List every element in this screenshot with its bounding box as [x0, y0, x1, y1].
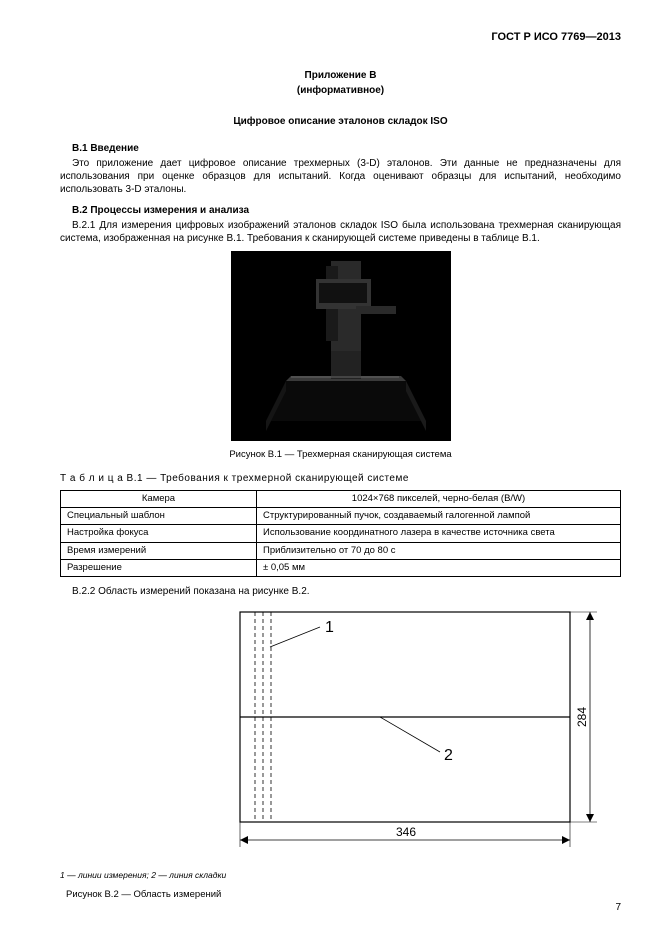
scanner-image: [231, 251, 451, 441]
paragraph-b1: Это приложение дает цифровое описание тр…: [60, 157, 621, 196]
callout-2: 2: [444, 747, 453, 764]
requirements-table: Камера 1024×768 пикселей, черно-белая (B…: [60, 490, 621, 578]
dim-height: 284: [575, 707, 589, 727]
callout-1: 1: [325, 619, 334, 636]
figure-b1: [60, 251, 621, 445]
table-b1-title: Т а б л и ц а В.1 — Требования к трехмер…: [60, 472, 621, 485]
paragraph-b22: В.2.2 Область измерений показана на рису…: [60, 585, 621, 598]
heading-b2: В.2 Процессы измерения и анализа: [72, 204, 621, 217]
table-head-right: 1024×768 пикселей, черно-белая (B/W): [257, 490, 621, 507]
table-row: Настройка фокуса Использование координат…: [61, 525, 621, 542]
figure-b2: 1 2 346 284 1 — линии измерения; 2 — лин…: [60, 602, 621, 901]
annex-label: Приложение В: [60, 69, 621, 82]
table-head-left: Камера: [61, 490, 257, 507]
table-row: Разрешение ± 0,05 мм: [61, 560, 621, 577]
table-row: Специальный шаблон Структурированный пуч…: [61, 507, 621, 524]
figure-b2-caption: Рисунок В.2 — Область измерений: [66, 889, 621, 901]
heading-b1: В.1 Введение: [72, 142, 621, 155]
dim-width: 346: [396, 825, 416, 839]
page-number: 7: [615, 901, 621, 914]
figure-b1-caption: Рисунок В.1 — Трехмерная сканирующая сис…: [60, 449, 621, 461]
annex-type: (информативное): [60, 84, 621, 97]
table-row: Время измерений Приблизительно от 70 до …: [61, 542, 621, 559]
document-id: ГОСТ Р ИСО 7769—2013: [60, 30, 621, 44]
paragraph-b21: В.2.1 Для измерения цифровых изображений…: [60, 219, 621, 245]
figure-b2-legend: 1 — линии измерения; 2 — линия складки: [60, 870, 621, 881]
main-title: Цифровое описание эталонов складок ISO: [60, 115, 621, 128]
